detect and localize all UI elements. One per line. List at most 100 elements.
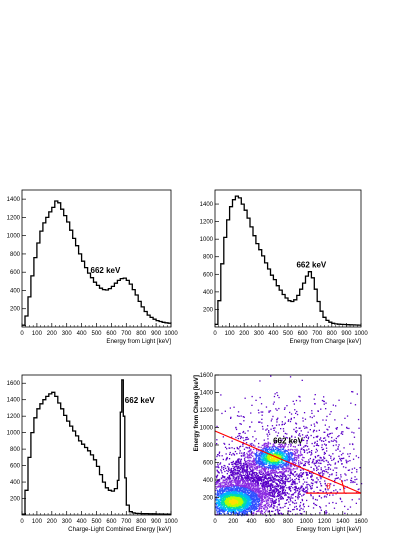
heatmap-cell <box>249 510 251 512</box>
heatmap-cell <box>231 479 234 481</box>
heatmap-cell <box>250 452 252 454</box>
heatmap-cell <box>286 457 288 459</box>
heatmap-cell <box>271 498 273 500</box>
heatmap-cell <box>245 486 247 488</box>
x-tick-label: 700 <box>121 331 132 337</box>
heatmap-cell <box>295 513 297 515</box>
heatmap-cell <box>280 457 283 459</box>
heatmap-cell <box>292 493 295 495</box>
heatmap-cell <box>287 452 290 454</box>
heatmap-cell <box>319 507 322 509</box>
heatmap-cell <box>297 475 299 477</box>
heatmap-cell <box>216 498 218 500</box>
heatmap-cell <box>258 442 260 445</box>
heatmap-cell <box>271 449 273 451</box>
heatmap-cell <box>275 485 277 487</box>
heatmap-cell <box>268 467 270 469</box>
heatmap-cell <box>222 509 225 511</box>
heatmap-cell <box>255 462 257 464</box>
heatmap-cell <box>273 467 275 469</box>
heatmap-cell <box>274 461 276 464</box>
heatmap-cell <box>217 486 219 488</box>
heatmap-cell <box>287 456 289 458</box>
heatmap-cell <box>271 510 273 512</box>
heatmap-cell <box>332 494 334 496</box>
heatmap-cell <box>292 502 294 504</box>
heatmap-cell <box>275 479 277 481</box>
heatmap-cell <box>259 479 261 482</box>
x-axis-label: Energy from Light [keV] <box>106 338 171 345</box>
heatmap-cell <box>233 447 235 450</box>
heatmap-cell <box>299 509 301 511</box>
heatmap-cell <box>251 490 254 492</box>
heatmap-cell <box>310 475 312 478</box>
heatmap-cell <box>317 445 320 447</box>
heatmap-cell <box>300 501 302 504</box>
heatmap-cell <box>283 450 285 452</box>
y-tick-label: 200 <box>10 497 21 503</box>
heatmap-cell <box>219 506 221 508</box>
heatmap-cell <box>288 467 290 469</box>
heatmap-cell <box>216 455 218 458</box>
heatmap-cell <box>264 488 266 490</box>
heatmap-cell <box>304 481 306 483</box>
heatmap-cell <box>225 502 227 504</box>
heatmap-cell <box>244 476 246 478</box>
data-point <box>249 226 251 228</box>
heatmap-cell <box>249 443 251 445</box>
data-point <box>137 513 139 514</box>
x-tick-label: 800 <box>136 519 147 525</box>
data-point <box>119 278 121 280</box>
heatmap-cell <box>246 496 248 498</box>
heatmap-cell <box>270 448 272 451</box>
heatmap-cell <box>351 471 353 474</box>
heatmap-cell <box>246 479 248 481</box>
heatmap-cell <box>298 457 300 459</box>
heatmap-cell <box>244 464 246 466</box>
heatmap-cell <box>223 493 225 495</box>
heatmap-cell <box>253 508 255 510</box>
heatmap-cell <box>261 485 263 487</box>
heatmap-cell <box>285 475 287 477</box>
heatmap-cell <box>273 465 276 467</box>
heatmap-cell <box>262 464 264 466</box>
heatmap-cell <box>326 485 328 487</box>
heatmap-cell <box>232 492 234 494</box>
x-tick-label: 700 <box>312 331 323 337</box>
heatmap-cell <box>265 442 267 444</box>
heatmap-cell <box>244 509 246 511</box>
heatmap-cell <box>268 503 270 506</box>
heatmap-cell <box>265 482 267 484</box>
heatmap-cell <box>286 499 288 501</box>
heatmap-cell <box>228 489 230 491</box>
heatmap-cell <box>301 487 303 489</box>
heatmap-cell <box>248 467 251 469</box>
x-tick-label: 900 <box>151 331 162 337</box>
heatmap-cell <box>270 484 272 486</box>
data-point <box>54 200 56 202</box>
heatmap-cell <box>254 488 256 490</box>
heatmap-cell <box>230 507 233 509</box>
heatmap-cell <box>234 491 237 494</box>
heatmap-cell <box>240 486 242 488</box>
heatmap-cell <box>301 495 303 497</box>
heatmap-cell <box>221 497 223 500</box>
heatmap-cell <box>277 492 279 495</box>
heatmap-cell <box>301 498 303 501</box>
heatmap-cell <box>296 452 298 454</box>
heatmap-cell <box>260 496 262 498</box>
heatmap-cell <box>273 449 276 452</box>
heatmap-cell <box>252 480 254 482</box>
heatmap-cell <box>275 424 278 426</box>
heatmap-cell <box>296 457 298 459</box>
heatmap-cell <box>272 484 274 486</box>
heatmap-cell <box>228 476 230 478</box>
heatmap-cell <box>279 444 282 446</box>
heatmap-cell <box>264 492 266 494</box>
heatmap-cell <box>222 482 224 484</box>
data-point <box>63 215 65 217</box>
heatmap-cell <box>239 487 241 489</box>
heatmap-cell <box>272 415 274 418</box>
heatmap-cell <box>235 472 237 474</box>
heatmap-cell <box>274 509 277 511</box>
